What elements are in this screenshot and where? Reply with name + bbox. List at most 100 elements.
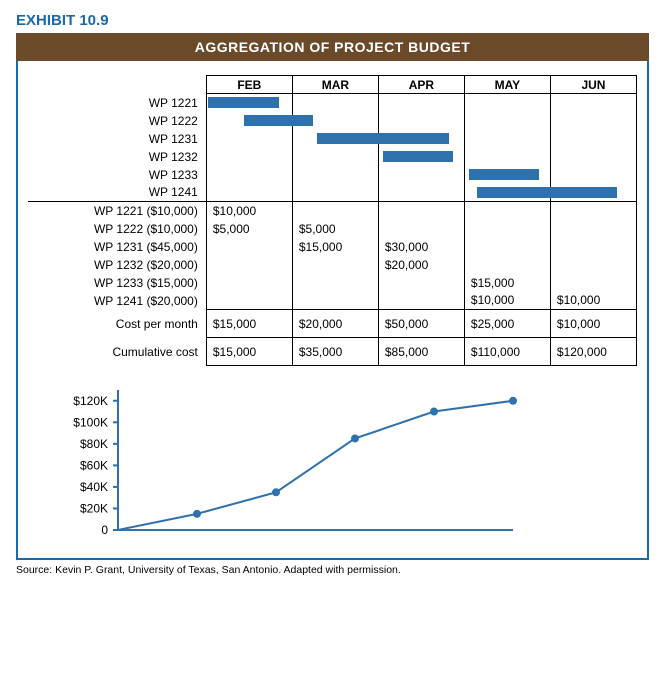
gantt-cell <box>550 112 636 130</box>
summary-cell: $25,000 <box>464 310 550 338</box>
gantt-cell <box>378 148 464 166</box>
budget-cell <box>550 274 636 292</box>
gantt-cell <box>550 184 636 202</box>
row-label: WP 1231 ($45,000) <box>28 238 206 256</box>
month-header: APR <box>378 76 464 94</box>
cumulative-line <box>118 401 513 530</box>
budget-cell <box>292 256 378 274</box>
gantt-cell <box>464 166 550 184</box>
budget-cell <box>378 274 464 292</box>
gantt-row: WP 1233 <box>28 166 637 184</box>
row-label: WP 1231 <box>28 130 206 148</box>
budget-cell: $15,000 <box>464 274 550 292</box>
gantt-cell <box>378 94 464 112</box>
budget-cell <box>464 220 550 238</box>
budget-cell <box>550 220 636 238</box>
gantt-cell <box>464 184 550 202</box>
summary-cell: $20,000 <box>292 310 378 338</box>
budget-cell <box>292 292 378 310</box>
budget-cell <box>550 256 636 274</box>
gantt-bar <box>383 151 453 162</box>
y-tick-label: $100K <box>73 415 108 429</box>
row-label: WP 1232 ($20,000) <box>28 256 206 274</box>
gantt-row: WP 1232 <box>28 148 637 166</box>
budget-row: WP 1232 ($20,000) $20,000 <box>28 256 637 274</box>
gantt-cell <box>292 166 378 184</box>
gantt-bar <box>208 97 279 108</box>
budget-cell <box>378 292 464 310</box>
row-label: WP 1232 <box>28 148 206 166</box>
budget-cell <box>464 256 550 274</box>
budget-cell: $10,000 <box>550 292 636 310</box>
budget-cell <box>206 274 292 292</box>
gantt-cell <box>206 130 292 148</box>
data-marker <box>351 434 359 442</box>
summary-cell: $15,000 <box>206 338 292 366</box>
budget-cell <box>464 202 550 220</box>
gantt-cell <box>292 112 378 130</box>
month-header: JUN <box>550 76 636 94</box>
gantt-cell <box>550 130 636 148</box>
budget-cell <box>550 238 636 256</box>
y-tick-label: $120K <box>73 394 108 408</box>
row-label: Cost per month <box>28 310 206 338</box>
budget-row: WP 1221 ($10,000)$10,000 <box>28 202 637 220</box>
line-chart-svg: 0$20K$40K$60K$80K$100K$120K <box>28 380 528 545</box>
gantt-row: WP 1221 <box>28 94 637 112</box>
budget-cell: $20,000 <box>378 256 464 274</box>
gantt-cell <box>550 148 636 166</box>
gantt-row: WP 1241 <box>28 184 637 202</box>
table-corner <box>28 76 206 94</box>
budget-cell: $30,000 <box>378 238 464 256</box>
row-label: WP 1233 <box>28 166 206 184</box>
y-tick-label: $40K <box>80 480 108 494</box>
y-tick-label: $60K <box>80 458 108 472</box>
summary-cell: $110,000 <box>464 338 550 366</box>
page-root: EXHIBIT 10.9 AGGREGATION OF PROJECT BUDG… <box>0 0 665 588</box>
budget-row: WP 1231 ($45,000) $15,000$30,000 <box>28 238 637 256</box>
summary-cell: $35,000 <box>292 338 378 366</box>
gantt-cell <box>292 130 378 148</box>
exhibit-banner: AGGREGATION OF PROJECT BUDGET <box>16 33 649 61</box>
summary-cell: $10,000 <box>550 310 636 338</box>
budget-row: WP 1233 ($15,000) $15,000 <box>28 274 637 292</box>
data-marker <box>430 408 438 416</box>
budget-cell <box>378 202 464 220</box>
summary-row: Cumulative cost$15,000$35,000$85,000$110… <box>28 338 637 366</box>
gantt-cell <box>292 94 378 112</box>
gantt-row: WP 1222 <box>28 112 637 130</box>
cumulative-cost-chart: 0$20K$40K$60K$80K$100K$120K <box>28 380 637 550</box>
y-tick-label: 0 <box>101 523 108 537</box>
gantt-cell <box>378 184 464 202</box>
summary-row: Cost per month$15,000$20,000$50,000$25,0… <box>28 310 637 338</box>
gantt-cell <box>550 94 636 112</box>
data-marker <box>509 397 517 405</box>
budget-cell <box>206 292 292 310</box>
summary-cell: $85,000 <box>378 338 464 366</box>
row-label: WP 1233 ($15,000) <box>28 274 206 292</box>
gantt-cell <box>206 94 292 112</box>
gantt-row: WP 1231 <box>28 130 637 148</box>
budget-cell: $10,000 <box>206 202 292 220</box>
budget-cell: $5,000 <box>206 220 292 238</box>
budget-cell: $5,000 <box>292 220 378 238</box>
row-label: WP 1222 <box>28 112 206 130</box>
month-header: MAR <box>292 76 378 94</box>
budget-cell: $10,000 <box>464 292 550 310</box>
month-header: FEB <box>206 76 292 94</box>
y-tick-label: $80K <box>80 437 108 451</box>
exhibit-number: EXHIBIT 10.9 <box>16 12 649 29</box>
row-label: Cumulative cost <box>28 338 206 366</box>
budget-cell: $15,000 <box>292 238 378 256</box>
gantt-cell <box>206 184 292 202</box>
data-marker <box>193 510 201 518</box>
gantt-cell <box>378 166 464 184</box>
gantt-cell <box>206 112 292 130</box>
budget-cell <box>292 202 378 220</box>
row-label: WP 1222 ($10,000) <box>28 220 206 238</box>
summary-cell: $120,000 <box>550 338 636 366</box>
gantt-cell <box>550 166 636 184</box>
budget-cell <box>206 256 292 274</box>
row-label: WP 1241 ($20,000) <box>28 292 206 310</box>
gantt-cell <box>378 130 464 148</box>
